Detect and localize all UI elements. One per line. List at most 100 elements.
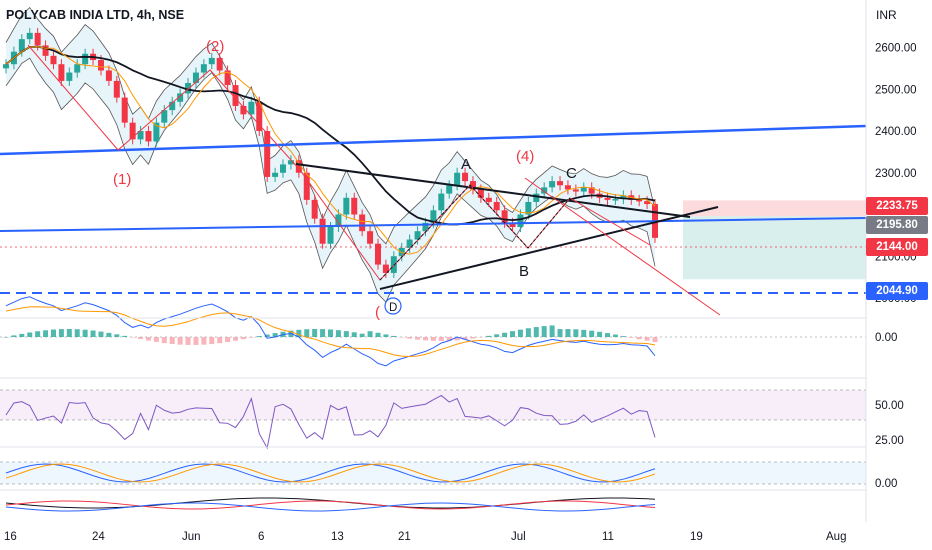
time-tick-label: Jul xyxy=(511,531,526,543)
candle-body xyxy=(557,181,564,186)
macd-histogram-bar xyxy=(422,337,428,341)
candle-body xyxy=(327,227,334,244)
bollinger-upper xyxy=(5,6,656,245)
candle-body xyxy=(264,131,271,177)
wave-label-w3: ( xyxy=(375,304,380,321)
macd-histogram-bar xyxy=(636,337,642,340)
macd-histogram-bar xyxy=(628,337,634,338)
macd-histogram-bar xyxy=(343,331,349,337)
candle-body xyxy=(256,101,263,131)
macd-histogram-bar xyxy=(114,334,120,337)
macd-histogram-bar xyxy=(335,330,341,337)
macd-line xyxy=(5,296,656,367)
candle-body xyxy=(303,172,310,200)
time-tick-label: Aug xyxy=(826,531,846,543)
candle-body xyxy=(240,105,247,115)
indicator-tick-label: 0.00 xyxy=(875,478,897,490)
macd-histogram-bar xyxy=(510,331,516,337)
candle-body xyxy=(26,32,33,40)
candle-body xyxy=(200,64,207,73)
macd-histogram-bar xyxy=(525,328,531,337)
macd-histogram-bar xyxy=(66,329,72,337)
macd-histogram-bar xyxy=(367,331,373,337)
indicator-tick-label: 50.00 xyxy=(875,400,904,412)
price-tick-label: 2400.00 xyxy=(875,126,917,138)
macd-histogram-bar xyxy=(296,329,302,337)
stoch-d-line xyxy=(5,463,656,483)
indicator-tick-label: 0.00 xyxy=(875,332,897,344)
macd-histogram-bar xyxy=(644,337,650,341)
triangle-lower-line xyxy=(379,206,719,290)
chart-title: POLYCAB INDIA LTD, 4h, NSE xyxy=(6,8,185,22)
wave-labels: (1) (2) ((4) A B C D xyxy=(113,38,577,321)
time-tick-label: 16 xyxy=(4,531,17,543)
triangle-upper-line xyxy=(295,163,691,218)
candle-body xyxy=(335,214,342,228)
candle-body xyxy=(612,199,619,201)
currency-label: INR xyxy=(876,8,897,22)
upper-blue-trendline xyxy=(0,124,867,156)
macd-histogram-bar xyxy=(145,337,151,341)
candle-body xyxy=(414,231,421,240)
macd-histogram-bar xyxy=(557,329,563,337)
candle-body xyxy=(137,131,144,140)
macd-histogram-bar xyxy=(620,336,626,337)
macd-histogram-bar xyxy=(90,330,96,337)
candle-body xyxy=(287,160,294,165)
wave-label-d: D xyxy=(389,302,397,314)
candles xyxy=(3,27,658,278)
candle-body xyxy=(430,210,437,223)
macd-histogram-bar xyxy=(391,335,397,337)
candle-body xyxy=(66,72,73,81)
candle-body xyxy=(454,172,461,186)
wave-label-w2: (2) xyxy=(206,38,224,55)
candle-body xyxy=(121,97,128,123)
price-tick-label: 2300.00 xyxy=(875,168,917,180)
candle-body xyxy=(572,189,579,192)
time-tick-label: 24 xyxy=(92,531,105,543)
macd-histogram-bar xyxy=(320,329,326,337)
candle-body xyxy=(74,64,81,73)
macd-histogram-bar xyxy=(240,337,246,340)
macd-histogram-bar xyxy=(581,329,587,337)
candle-body xyxy=(224,70,231,86)
macd-histogram-bar xyxy=(351,332,357,337)
candle-body xyxy=(113,80,120,98)
time-tick-label: 19 xyxy=(690,531,703,543)
macd-histogram-bar xyxy=(19,333,25,337)
candle-body xyxy=(398,247,405,257)
macd-histogram-bar xyxy=(264,334,270,337)
candle-body xyxy=(367,231,374,244)
candle-body xyxy=(620,195,627,200)
candle-body xyxy=(509,222,516,228)
macd-histogram-bar xyxy=(233,337,239,341)
bollinger-fill xyxy=(6,7,655,303)
candle-body xyxy=(105,70,112,81)
candle-body xyxy=(604,197,611,200)
macd-histogram-bar xyxy=(589,330,595,337)
wave-label-b: B xyxy=(519,263,529,280)
reward-zone xyxy=(683,216,866,280)
macd-histogram-bar xyxy=(248,337,254,338)
stoch-k-line xyxy=(5,463,656,483)
candle-body xyxy=(3,64,9,69)
macd-histogram-bar xyxy=(605,333,611,337)
macd-histogram-bar xyxy=(462,337,468,340)
candle-body xyxy=(549,181,556,188)
wave-zigzag-black xyxy=(379,184,571,281)
candle-body xyxy=(644,201,651,205)
macd-histogram-bar xyxy=(541,326,547,337)
candle-body xyxy=(374,243,381,265)
time-tick-label: 21 xyxy=(398,531,411,543)
macd-histogram-bar xyxy=(470,337,476,339)
macd-histogram-bar xyxy=(517,329,523,337)
candle-body xyxy=(422,222,429,232)
rsi-band xyxy=(0,390,866,420)
candle-body xyxy=(18,39,25,52)
time-axis: 16 24 Jun 6 13 21 Jul 11 19 Aug xyxy=(4,531,846,543)
price-label-trend: 2195.80 xyxy=(866,216,928,234)
stoch-band xyxy=(0,462,866,484)
candle-body xyxy=(533,193,540,202)
macd-histogram-bar xyxy=(177,337,183,345)
